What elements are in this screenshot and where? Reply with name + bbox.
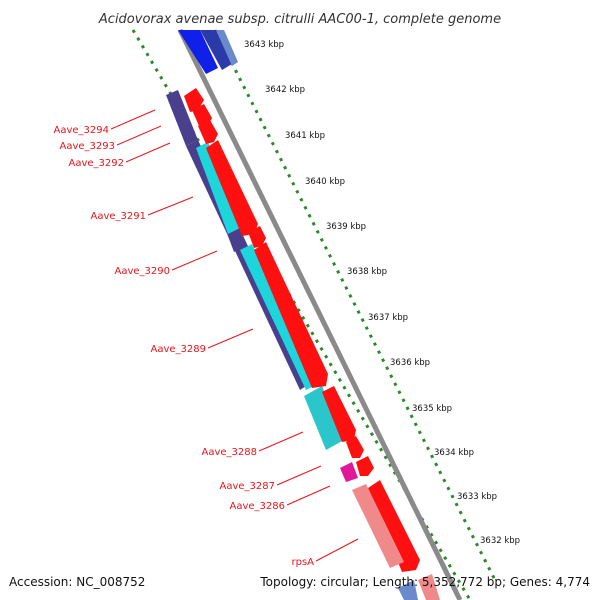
gene-label-aave-3290: Aave_3290 xyxy=(115,266,171,277)
scale-label-3641: 3641 kbp xyxy=(285,131,325,141)
scale-label-3642: 3642 kbp xyxy=(265,85,305,95)
leader-aave-3290 xyxy=(171,250,218,271)
accession-text: Accession: NC_008752 xyxy=(9,575,145,589)
scale-label-3635: 3635 kbp xyxy=(412,404,452,414)
scale-label-3637: 3637 kbp xyxy=(368,313,408,323)
map-title: Acidovorax avenae subsp. citrulli AAC00-… xyxy=(98,12,501,27)
gene-labels: Aave_3294 Aave_3293 Aave_3292 Aave_3291 … xyxy=(54,125,315,568)
gene-aave-3291-cyan xyxy=(196,142,240,234)
scale-label-3632: 3632 kbp xyxy=(480,536,520,546)
gene-label-rpsa: rpsA xyxy=(291,557,314,568)
leader-aave-3288 xyxy=(258,431,304,452)
scale-label-3636: 3636 kbp xyxy=(390,358,430,368)
leader-rpsa xyxy=(315,538,359,562)
gene-aave-3294-red xyxy=(184,88,204,112)
gene-blue-top-2 xyxy=(200,30,232,70)
leader-aave-3293 xyxy=(116,125,162,146)
genome-backbone xyxy=(177,28,463,600)
gene-label-aave-3293: Aave_3293 xyxy=(60,141,116,152)
gene-aave-3290-body xyxy=(228,230,246,252)
gene-blue-top-3 xyxy=(216,30,238,66)
gene-label-aave-3292: Aave_3292 xyxy=(69,158,125,169)
gene-aave-3288-cyan xyxy=(304,386,344,450)
scale-label-3638: 3638 kbp xyxy=(347,267,387,277)
gene-rpsa-pink xyxy=(352,484,404,568)
gene-aave-3292-red xyxy=(198,120,218,144)
gene-label-aave-3291: Aave_3291 xyxy=(91,211,147,222)
topology-text: Topology: circular; Length: 5,352,772 bp… xyxy=(259,575,590,589)
leader-aave-3286 xyxy=(286,485,331,506)
gene-aave-3287-red xyxy=(346,436,364,458)
scale-label-3633: 3633 kbp xyxy=(457,492,497,502)
gene-aave-3290-red xyxy=(248,226,266,248)
scale-label-3643: 3643 kbp xyxy=(244,40,284,50)
gene-bottom-blue xyxy=(398,580,418,600)
scale-label-3634: 3634 kbp xyxy=(434,448,474,458)
gene-label-leaders xyxy=(110,109,359,562)
gene-label-aave-3287: Aave_3287 xyxy=(220,481,276,492)
gene-label-aave-3294: Aave_3294 xyxy=(54,125,110,136)
gene-aave-3289-red xyxy=(254,242,328,388)
leader-aave-3289 xyxy=(207,328,254,349)
gene-aave-3288-red xyxy=(322,386,356,442)
leader-aave-3291 xyxy=(147,196,194,216)
gene-aave-3291-red xyxy=(206,140,258,236)
gene-label-aave-3286: Aave_3286 xyxy=(230,501,286,512)
gene-rpsa-red xyxy=(368,480,420,572)
leader-aave-3292 xyxy=(125,142,171,163)
scale-label-3639: 3639 kbp xyxy=(326,222,366,232)
gene-aave-3286-red xyxy=(356,456,374,476)
scale-dotted-line-outer xyxy=(213,29,497,581)
leader-aave-3287 xyxy=(276,465,322,486)
leader-aave-3294 xyxy=(110,109,156,130)
gene-label-aave-3288: Aave_3288 xyxy=(202,447,258,458)
scale-label-3640: 3640 kbp xyxy=(305,177,345,187)
gene-aave-3287-magenta xyxy=(340,462,358,482)
scale-labels: 3643 kbp 3642 kbp 3641 kbp 3640 kbp 3639… xyxy=(244,40,520,546)
gene-blue-top xyxy=(178,30,218,74)
gene-label-aave-3289: Aave_3289 xyxy=(151,344,207,355)
gene-aave-3294-body xyxy=(166,90,198,146)
gene-bottom-pink xyxy=(418,574,440,600)
